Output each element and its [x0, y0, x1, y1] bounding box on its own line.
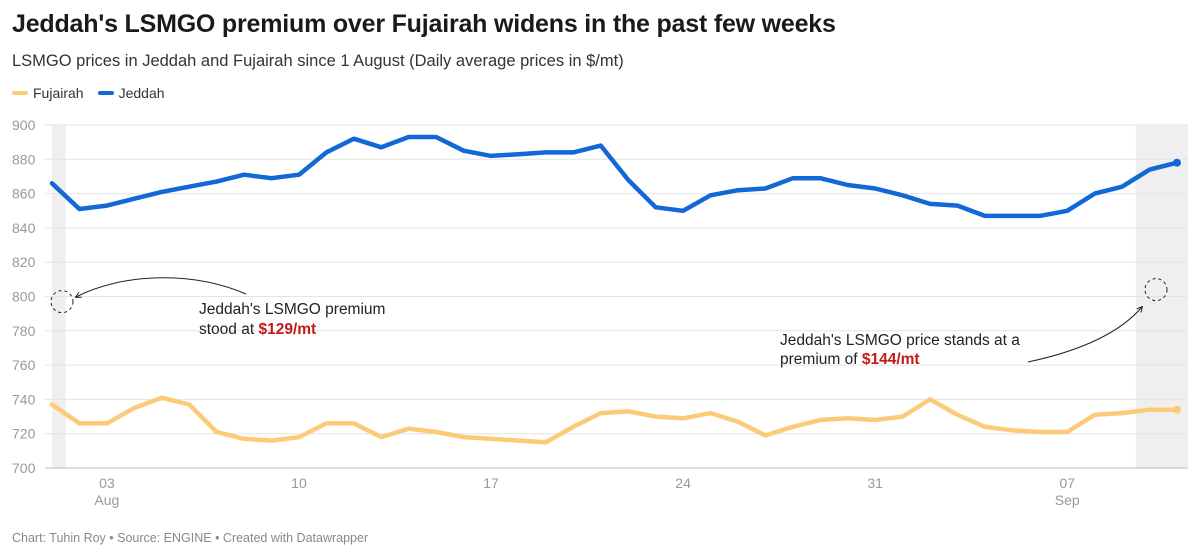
y-tick-label: 760 [12, 357, 36, 373]
x-tick-sublabel: Aug [94, 492, 119, 508]
series-endpoint-fujairah [1173, 405, 1181, 414]
x-tick-label: 07 [1059, 475, 1075, 491]
series-line-jeddah [49, 134, 1180, 219]
y-tick-label: 740 [12, 391, 36, 407]
y-tick-label: 900 [12, 117, 36, 133]
y-tick-label: 720 [12, 426, 36, 442]
annotation-right-prefix: premium of [780, 351, 862, 368]
x-tick-sublabel: Sep [1055, 492, 1080, 508]
x-tick-label: 17 [483, 475, 499, 491]
x-tick-label: 24 [675, 475, 691, 491]
annotation-circle-left [50, 290, 74, 314]
legend-label-jeddah: Jeddah [118, 85, 165, 101]
y-tick-label: 780 [12, 323, 36, 339]
annotation-text-left-line1: Jeddah's LSMGO premium [199, 301, 385, 318]
x-tick-label: 03 [99, 475, 115, 491]
legend-item-fujairah: Fujairah [12, 85, 84, 101]
x-tick-label: 10 [291, 475, 307, 491]
chart-title: Jeddah's LSMGO premium over Fujairah wid… [12, 10, 836, 38]
annotation-text-right-line2: premium of $144/mt [780, 351, 920, 368]
annotation-left-highlight: $129/mt [258, 321, 316, 338]
x-tick-label: 31 [867, 475, 883, 491]
annotation-arrow-left [76, 277, 247, 297]
annotation-text-left-line2: stood at $129/mt [199, 321, 316, 338]
chart-footer: Chart: Tuhin Roy • Source: ENGINE • Crea… [12, 531, 369, 545]
annotation-left-prefix: stood at [199, 321, 258, 338]
y-tick-label: 860 [12, 186, 36, 202]
legend-item-jeddah: Jeddah [97, 85, 165, 101]
series-line-fujairah [49, 395, 1180, 445]
legend-label-fujairah: Fujairah [33, 85, 84, 101]
y-tick-label: 840 [12, 220, 36, 236]
legend-swatch-jeddah [97, 91, 114, 95]
annotation-circle-right [1144, 278, 1168, 302]
y-tick-label: 700 [12, 460, 36, 476]
legend-swatch-fujairah [12, 91, 28, 95]
annotation-text-right-line1: Jeddah's LSMGO price stands at a [780, 332, 1020, 349]
y-tick-label: 820 [12, 254, 36, 270]
y-tick-label: 880 [12, 151, 36, 167]
series-endpoint-jeddah [1173, 158, 1181, 167]
annotation-right-highlight: $144/mt [862, 351, 920, 368]
annotation-arrow-right [1027, 307, 1142, 363]
legend: Fujairah Jeddah [12, 85, 179, 101]
chart-subtitle: LSMGO prices in Jeddah and Fujairah sinc… [12, 52, 624, 70]
y-tick-label: 800 [12, 289, 36, 305]
